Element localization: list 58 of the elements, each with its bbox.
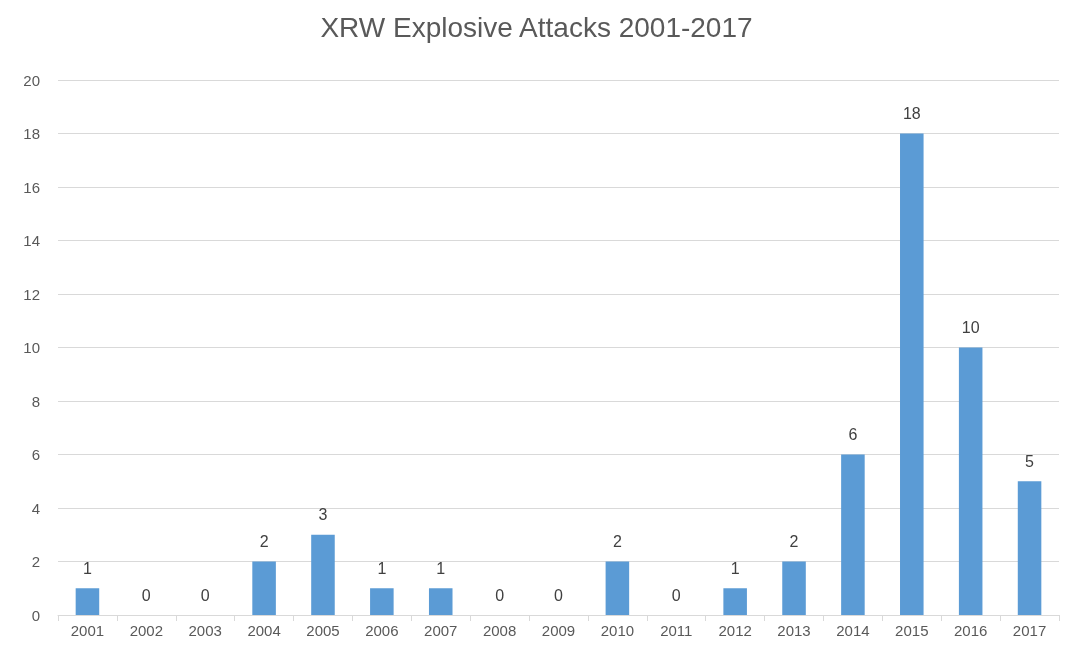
y-tick-label: 6 bbox=[31, 446, 40, 463]
y-tick-label: 10 bbox=[23, 339, 40, 356]
bar bbox=[958, 347, 983, 615]
data-label: 1 bbox=[82, 559, 92, 577]
x-tick-label: 2015 bbox=[895, 622, 929, 639]
y-tick-label: 2 bbox=[31, 553, 40, 570]
y-tick-label: 0 bbox=[31, 606, 40, 624]
chart-title: XRW Explosive Attacks 2001-2017 bbox=[320, 11, 753, 43]
data-label: 0 bbox=[671, 586, 681, 604]
y-tick-label: 20 bbox=[23, 71, 40, 89]
x-tick-label: 2014 bbox=[836, 622, 870, 639]
bar bbox=[605, 561, 630, 615]
x-tick-label: 2011 bbox=[660, 622, 693, 639]
bar bbox=[75, 588, 100, 615]
data-label: 0 bbox=[141, 586, 151, 604]
y-tick-label: 14 bbox=[23, 232, 40, 249]
x-tick-label: 2007 bbox=[424, 622, 458, 639]
x-tick-label: 2002 bbox=[129, 622, 164, 639]
bar bbox=[723, 588, 747, 615]
bar bbox=[782, 561, 806, 615]
x-tick-label: 2001 bbox=[70, 622, 105, 639]
bar bbox=[370, 588, 394, 615]
x-tick-label: 2010 bbox=[600, 622, 635, 639]
y-tick-label: 12 bbox=[23, 285, 40, 303]
data-label: 1 bbox=[730, 559, 740, 577]
x-tick-label: 2013 bbox=[777, 622, 811, 639]
data-label: 2 bbox=[789, 533, 799, 550]
bar bbox=[252, 561, 276, 615]
bar bbox=[900, 133, 924, 615]
bar bbox=[428, 588, 453, 615]
bar bbox=[1017, 481, 1042, 615]
data-label: 0 bbox=[200, 586, 210, 604]
data-label: 18 bbox=[902, 105, 921, 122]
bar bbox=[311, 534, 335, 615]
x-tick-label: 2003 bbox=[188, 622, 222, 639]
data-label: 3 bbox=[318, 506, 328, 524]
y-tick-label: 16 bbox=[23, 178, 40, 196]
y-tick-label: 8 bbox=[31, 392, 40, 410]
x-tick-label: 2009 bbox=[541, 622, 576, 639]
data-label: 2 bbox=[612, 533, 622, 550]
data-label: 5 bbox=[1025, 452, 1035, 470]
x-tick-label: 2016 bbox=[953, 622, 988, 639]
x-tick-label: 2006 bbox=[365, 622, 399, 639]
data-label: 0 bbox=[495, 586, 505, 604]
y-tick-label: 4 bbox=[31, 499, 40, 517]
data-label: 6 bbox=[848, 426, 858, 443]
x-tick-label: 2008 bbox=[482, 622, 517, 639]
bar bbox=[841, 454, 865, 615]
data-label: 10 bbox=[961, 319, 980, 336]
x-tick-label: 2012 bbox=[718, 622, 752, 639]
x-tick-label: 2004 bbox=[247, 622, 281, 639]
x-tick-label: 2005 bbox=[306, 622, 340, 639]
data-label: 0 bbox=[554, 586, 564, 604]
data-label: 1 bbox=[436, 559, 446, 577]
y-tick-label: 18 bbox=[23, 125, 40, 142]
x-tick-label: 2017 bbox=[1012, 622, 1047, 639]
data-label: 1 bbox=[377, 559, 387, 577]
data-label: 2 bbox=[259, 533, 269, 550]
